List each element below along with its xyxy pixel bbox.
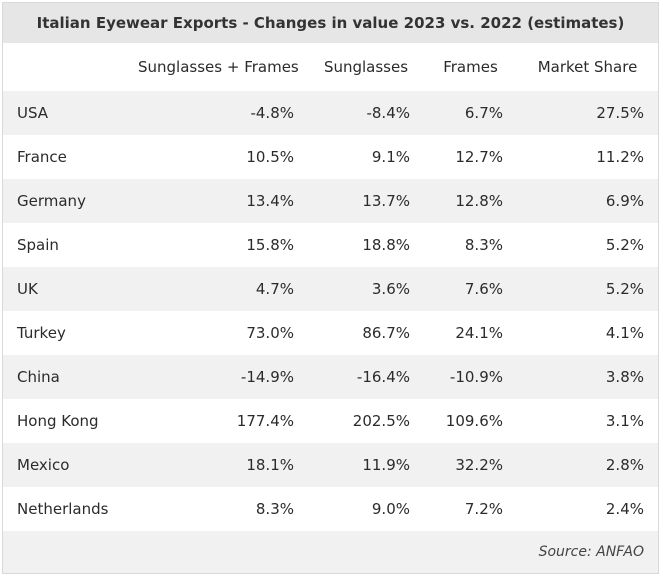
cell-sunglasses-frames: 15.8% xyxy=(124,223,308,267)
cell-sunglasses: 9.1% xyxy=(308,135,424,179)
cell-sunglasses: 86.7% xyxy=(308,311,424,355)
cell-sunglasses: 11.9% xyxy=(308,443,424,487)
cell-sunglasses-frames: -14.9% xyxy=(124,355,308,399)
cell-sunglasses-frames: 8.3% xyxy=(124,487,308,531)
cell-sunglasses-frames: 10.5% xyxy=(124,135,308,179)
cell-sunglasses: 18.8% xyxy=(308,223,424,267)
cell-sunglasses: 202.5% xyxy=(308,399,424,443)
cell-country: China xyxy=(3,355,124,399)
table-row: Hong Kong 177.4% 202.5% 109.6% 3.1% xyxy=(3,399,658,443)
cell-frames: 12.7% xyxy=(424,135,517,179)
cell-market-share: 5.2% xyxy=(517,223,658,267)
cell-sunglasses-frames: 4.7% xyxy=(124,267,308,311)
cell-country: UK xyxy=(3,267,124,311)
header-sunglasses: Sunglasses xyxy=(308,43,424,91)
cell-sunglasses-frames: 73.0% xyxy=(124,311,308,355)
cell-sunglasses: -16.4% xyxy=(308,355,424,399)
cell-country: Turkey xyxy=(3,311,124,355)
table-row: Mexico 18.1% 11.9% 32.2% 2.8% xyxy=(3,443,658,487)
cell-country: France xyxy=(3,135,124,179)
cell-market-share: 27.5% xyxy=(517,91,658,135)
cell-sunglasses-frames: 18.1% xyxy=(124,443,308,487)
table-row: UK 4.7% 3.6% 7.6% 5.2% xyxy=(3,267,658,311)
table-header-row: Sunglasses + Frames Sunglasses Frames Ma… xyxy=(3,43,658,91)
cell-country: USA xyxy=(3,91,124,135)
cell-sunglasses-frames: -4.8% xyxy=(124,91,308,135)
cell-frames: 109.6% xyxy=(424,399,517,443)
table-row: Turkey 73.0% 86.7% 24.1% 4.1% xyxy=(3,311,658,355)
cell-frames: 7.2% xyxy=(424,487,517,531)
cell-frames: 32.2% xyxy=(424,443,517,487)
cell-frames: 6.7% xyxy=(424,91,517,135)
header-frames: Frames xyxy=(424,43,517,91)
source-note: Source: ANFAO xyxy=(3,531,658,573)
table-row: France 10.5% 9.1% 12.7% 11.2% xyxy=(3,135,658,179)
cell-sunglasses: 9.0% xyxy=(308,487,424,531)
cell-market-share: 2.4% xyxy=(517,487,658,531)
header-country xyxy=(3,43,124,91)
cell-country: Germany xyxy=(3,179,124,223)
cell-sunglasses-frames: 13.4% xyxy=(124,179,308,223)
cell-sunglasses: -8.4% xyxy=(308,91,424,135)
cell-market-share: 3.8% xyxy=(517,355,658,399)
header-sunglasses-frames: Sunglasses + Frames xyxy=(124,43,308,91)
cell-sunglasses: 3.6% xyxy=(308,267,424,311)
table-row: Germany 13.4% 13.7% 12.8% 6.9% xyxy=(3,179,658,223)
cell-market-share: 2.8% xyxy=(517,443,658,487)
cell-country: Hong Kong xyxy=(3,399,124,443)
cell-market-share: 4.1% xyxy=(517,311,658,355)
table-row: Spain 15.8% 18.8% 8.3% 5.2% xyxy=(3,223,658,267)
cell-sunglasses-frames: 177.4% xyxy=(124,399,308,443)
cell-frames: 7.6% xyxy=(424,267,517,311)
table-title: Italian Eyewear Exports - Changes in val… xyxy=(3,3,658,43)
cell-market-share: 11.2% xyxy=(517,135,658,179)
cell-frames: 8.3% xyxy=(424,223,517,267)
cell-sunglasses: 13.7% xyxy=(308,179,424,223)
cell-market-share: 3.1% xyxy=(517,399,658,443)
cell-market-share: 6.9% xyxy=(517,179,658,223)
table-row: China -14.9% -16.4% -10.9% 3.8% xyxy=(3,355,658,399)
exports-table: Sunglasses + Frames Sunglasses Frames Ma… xyxy=(3,43,658,531)
cell-market-share: 5.2% xyxy=(517,267,658,311)
header-market-share: Market Share xyxy=(517,43,658,91)
cell-country: Spain xyxy=(3,223,124,267)
table-row: Netherlands 8.3% 9.0% 7.2% 2.4% xyxy=(3,487,658,531)
cell-country: Mexico xyxy=(3,443,124,487)
cell-frames: -10.9% xyxy=(424,355,517,399)
cell-frames: 12.8% xyxy=(424,179,517,223)
cell-frames: 24.1% xyxy=(424,311,517,355)
table-row: USA -4.8% -8.4% 6.7% 27.5% xyxy=(3,91,658,135)
cell-country: Netherlands xyxy=(3,487,124,531)
